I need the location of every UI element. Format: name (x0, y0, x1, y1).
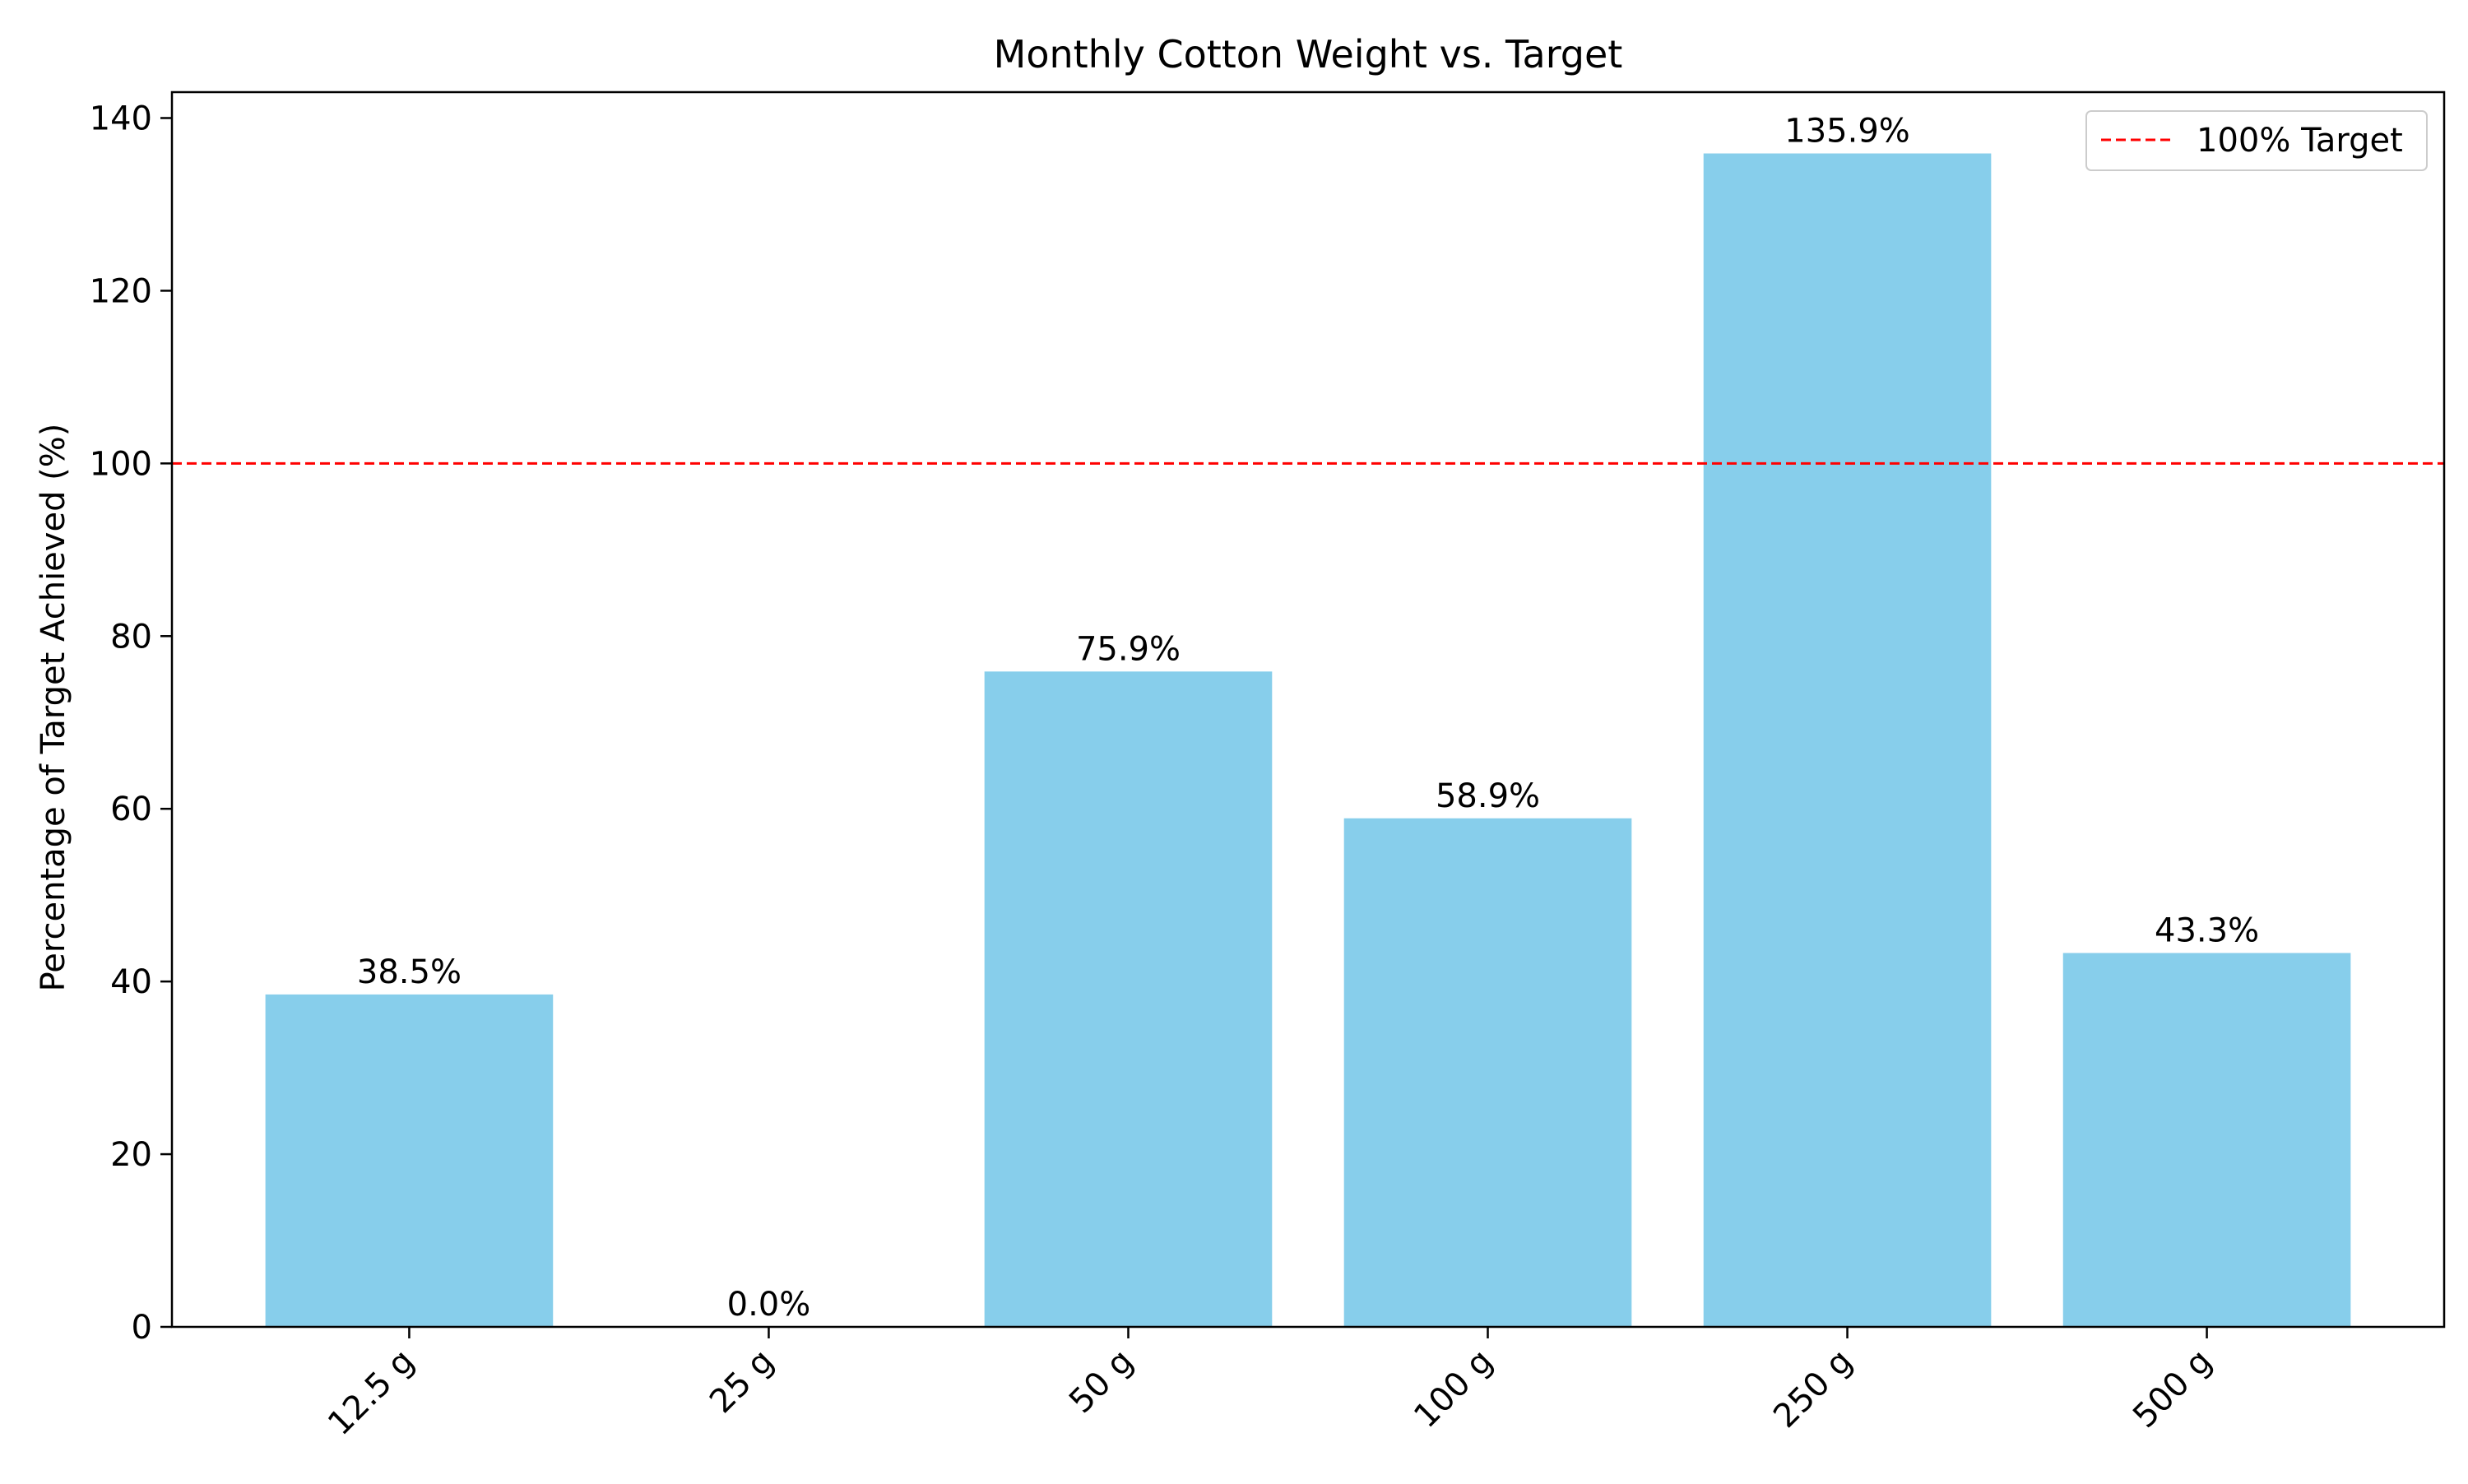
bar-4 (1703, 153, 1992, 1328)
bar-0 (265, 994, 554, 1327)
y-axis-label: Percentage of Target Achieved (%) (35, 424, 72, 992)
y-tick-label-0: 0 (132, 1309, 152, 1347)
y-tick-label-7: 140 (90, 100, 152, 137)
bar-value-label-2: 75.9% (1076, 630, 1181, 668)
bars-layer (265, 153, 2351, 1328)
y-tick-label-5: 100 (90, 445, 152, 483)
y-tick-label-2: 40 (110, 963, 152, 1001)
chart-title: Monthly Cotton Weight vs. Target (994, 32, 1623, 77)
y-axis-ticks: 0 20 40 60 80 100 120 140 (90, 100, 172, 1347)
y-tick-label-6: 120 (90, 272, 152, 310)
bar-value-label-0: 38.5% (357, 953, 462, 991)
y-tick-label-4: 80 (110, 618, 152, 656)
y-tick-label-1: 20 (110, 1136, 152, 1174)
bar-value-label-1: 0.0% (727, 1286, 811, 1324)
bar-5 (2062, 953, 2351, 1327)
bar-2 (984, 671, 1273, 1327)
bar-3 (1343, 818, 1632, 1327)
legend: 100% Target (2085, 110, 2428, 171)
legend-label: 100% Target (2197, 122, 2403, 160)
bar-value-label-5: 43.3% (2155, 912, 2259, 950)
legend-box (2085, 110, 2428, 171)
y-tick-label-3: 60 (110, 791, 152, 828)
plot-frame (170, 90, 2446, 1329)
bar-value-label-3: 58.9% (1436, 777, 1540, 815)
bar-labels-layer: 38.5% 0.0% 75.9% 58.9% 135.9% 43.3% (357, 113, 2259, 1324)
bar-value-label-4: 135.9% (1784, 113, 1910, 151)
